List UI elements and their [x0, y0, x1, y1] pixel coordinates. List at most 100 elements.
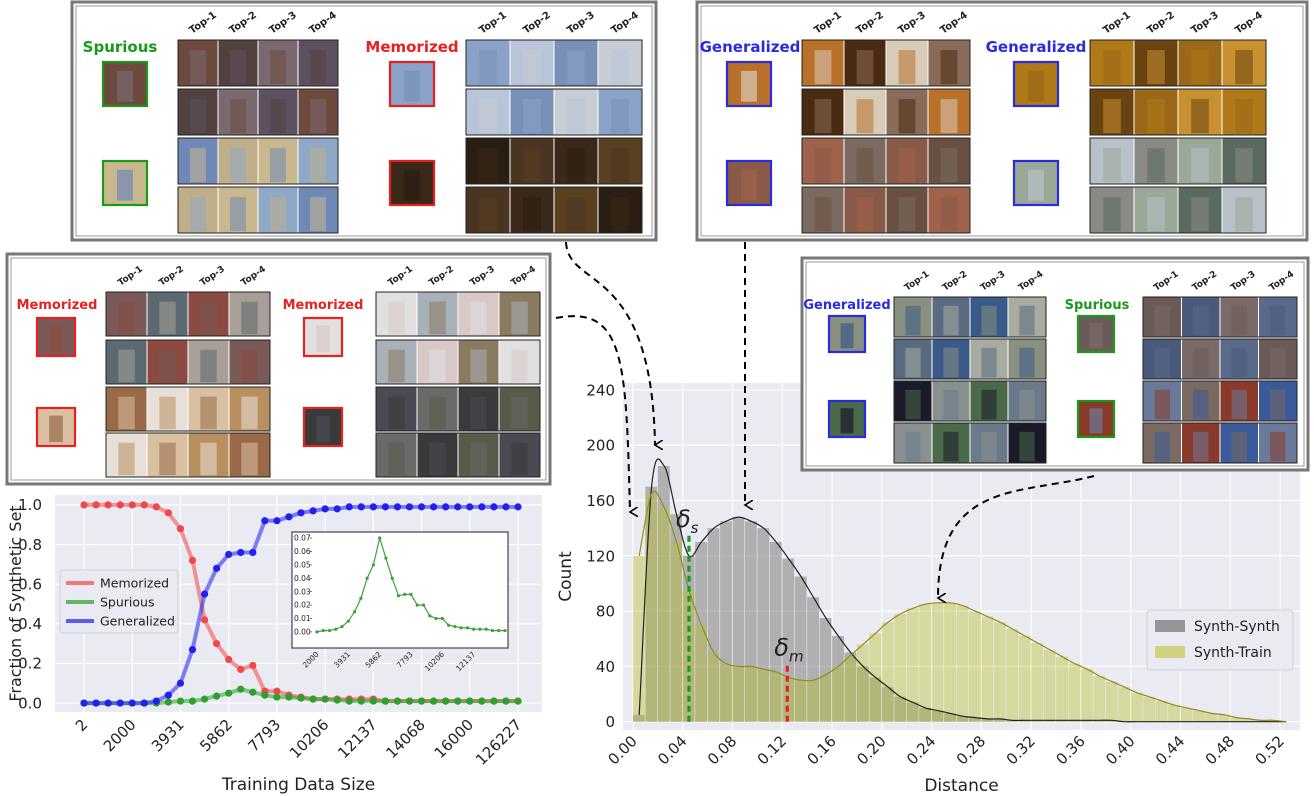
histogram-bar	[670, 541, 683, 722]
retrieved-image-detail	[856, 197, 874, 232]
retrieved-image-detail	[190, 99, 206, 134]
data-point	[497, 628, 501, 633]
retrieved-image-detail	[270, 197, 286, 232]
histogram-bar	[832, 635, 844, 722]
histogram-bar	[919, 604, 932, 722]
retrieved-image-detail	[1154, 431, 1170, 462]
data-point	[164, 509, 172, 517]
retrieved-image-detail	[470, 396, 487, 430]
retrieved-image-detail	[898, 50, 916, 85]
data-point	[176, 697, 185, 705]
retrieved-image-detail	[1231, 347, 1247, 378]
retrieved-image-detail	[270, 148, 286, 183]
threshold-symbol: δ	[676, 505, 691, 533]
retrieved-image-detail	[1103, 197, 1121, 232]
histogram-bar	[769, 671, 782, 722]
panel-inner-frame	[10, 257, 547, 481]
x-tick-label: 16000	[431, 716, 477, 762]
y-tick-label: 160	[586, 492, 615, 510]
retrieved-image-detail	[611, 197, 629, 232]
retrieved-image-detail	[159, 442, 176, 476]
data-point	[353, 610, 357, 614]
retrieved-image-detail	[429, 301, 446, 335]
y-tick-label: 0.03	[294, 587, 311, 596]
retrieved-image-detail	[388, 396, 405, 430]
x-tick-label: 0.44	[1152, 732, 1188, 768]
data-point	[200, 590, 209, 598]
x-tick-label: 0.20	[853, 732, 889, 768]
histogram-bar	[993, 622, 1006, 722]
data-point	[321, 628, 325, 633]
data-point	[261, 517, 269, 525]
data-point	[309, 695, 317, 703]
data-point	[152, 503, 160, 511]
data-point	[359, 596, 363, 600]
histogram-bar	[1267, 720, 1280, 722]
retrieved-image-detail	[940, 50, 958, 85]
x-tick-label: 0.04	[654, 732, 690, 768]
data-point	[417, 697, 426, 705]
arrow	[938, 475, 1095, 598]
retrieved-image-detail	[230, 197, 246, 232]
retrieved-image-detail	[1193, 431, 1209, 462]
retrieved-image-detail	[1019, 347, 1035, 378]
retrieved-image-detail	[1154, 305, 1170, 336]
data-point	[490, 503, 498, 511]
x-tick-label: 0.28	[953, 732, 989, 768]
retrieved-image-detail	[200, 396, 217, 430]
data-point	[315, 630, 319, 634]
retrieved-image-detail	[310, 99, 326, 134]
data-point	[390, 576, 394, 580]
retrieved-image-detail	[943, 305, 959, 336]
histogram-bar	[1242, 718, 1255, 722]
retrieved-image-detail	[1193, 389, 1209, 420]
data-point	[200, 616, 209, 624]
retrieved-image-detail	[981, 431, 997, 462]
query-image-detail	[741, 70, 757, 102]
histogram-bar	[732, 517, 745, 722]
histogram-bar	[769, 541, 782, 722]
retrieved-image-detail	[479, 50, 497, 85]
retrieved-image-detail	[898, 148, 916, 183]
retrieved-image-detail	[190, 148, 206, 183]
data-point	[92, 501, 100, 509]
data-point	[273, 687, 281, 695]
retrieved-image-detail	[159, 396, 176, 430]
data-point	[345, 503, 353, 511]
x-tick-label: 0.12	[754, 732, 790, 768]
histogram-bar	[1031, 642, 1044, 722]
data-point	[378, 536, 382, 540]
retrieved-image-detail	[523, 148, 541, 183]
retrieved-image-detail	[905, 389, 921, 420]
histogram-bar	[807, 597, 820, 722]
query-image-detail	[840, 323, 854, 349]
query-image-detail	[49, 325, 63, 353]
retrieved-image-detail	[1231, 389, 1247, 420]
x-tick-label: 0.48	[1202, 732, 1238, 768]
data-point	[447, 623, 451, 627]
data-point	[357, 697, 365, 705]
data-point	[384, 556, 388, 560]
y-tick-label: 120	[586, 547, 615, 565]
legend-swatch	[1155, 620, 1185, 632]
histogram-bar	[757, 528, 770, 722]
retrieved-image-detail	[190, 197, 206, 232]
data-point	[415, 603, 419, 607]
histogram-bar	[856, 644, 869, 722]
retrieved-image-detail	[200, 301, 217, 335]
data-point	[327, 628, 332, 633]
histogram-bar	[906, 702, 919, 722]
arrows	[555, 241, 1095, 598]
histogram-bar	[1180, 707, 1193, 722]
data-point	[478, 627, 482, 631]
data-point	[381, 503, 389, 511]
retrieved-image-detail	[940, 99, 958, 134]
x-axis-label: Distance	[924, 776, 998, 796]
retrieved-image-detail	[511, 442, 528, 476]
retrieved-image-detail	[511, 301, 528, 335]
legend-box	[59, 569, 179, 634]
y-axis-label: Fraction of Synthetic Set	[6, 505, 25, 701]
retrieved-image-detail	[1235, 99, 1253, 134]
data-point	[249, 548, 257, 557]
